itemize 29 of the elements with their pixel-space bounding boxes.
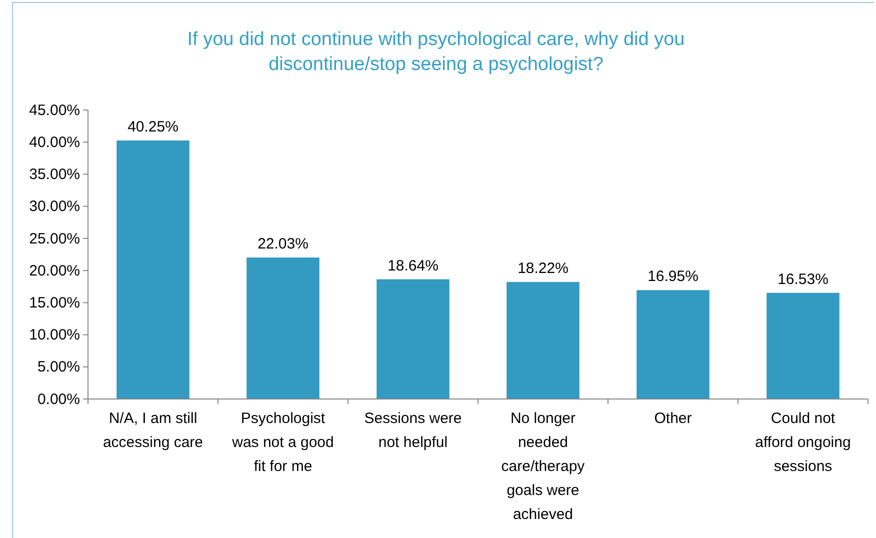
x-tick-label: Other (654, 410, 692, 427)
x-tick-label: No longer needed care/therapy goals were achieved (501, 410, 586, 523)
x-tick-label: N/A, I am still accessing care (102, 410, 204, 451)
data-label: 16.95% (648, 268, 698, 286)
y-tick-label: 40.00% (29, 134, 80, 151)
data-label: 18.22% (518, 260, 568, 277)
data-label: 16.53% (778, 270, 828, 288)
data-label: 40.25% (128, 118, 178, 136)
bar (376, 279, 450, 399)
y-tick-label: 30.00% (29, 198, 80, 216)
x-tick-label: Psychologist was not a good fit for me (231, 410, 334, 475)
y-tick-label: 20.00% (29, 262, 80, 280)
x-tick-label: Could not afford ongoing sessions (755, 410, 851, 475)
y-tick-label: 0.00% (37, 390, 80, 408)
data-label: 22.03% (258, 236, 308, 253)
bar (246, 258, 320, 399)
y-tick-label: 10.00% (29, 326, 80, 344)
y-tick-label: 45.00% (29, 102, 80, 119)
y-tick-label: 5.00% (37, 358, 80, 376)
y-tick-label: 35.00% (29, 166, 80, 184)
y-tick-label: 15.00% (29, 294, 80, 312)
bar (506, 282, 580, 399)
bar (116, 140, 190, 399)
x-tick-label: Sessions were not helpful (364, 410, 462, 451)
chart-title: If you did not continue with psychological care, why did you discontinue/stop seeing a psychologist? (187, 29, 685, 75)
data-label: 18.64% (388, 257, 438, 274)
bar (636, 290, 710, 399)
y-tick-label: 25.00% (29, 230, 80, 248)
bar (766, 292, 840, 399)
